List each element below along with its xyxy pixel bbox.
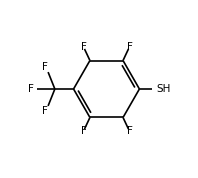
Text: SH: SH [156, 84, 171, 94]
Text: F: F [28, 84, 34, 94]
Text: F: F [81, 42, 86, 52]
Text: F: F [42, 106, 48, 116]
Text: F: F [42, 62, 48, 72]
Text: F: F [81, 126, 86, 136]
Text: F: F [127, 126, 132, 136]
Text: F: F [127, 42, 132, 52]
